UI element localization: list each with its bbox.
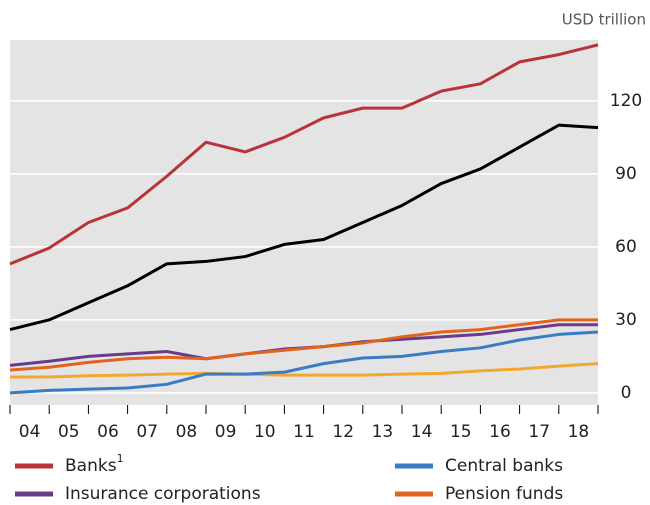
x-tick-label: 06 [97, 422, 119, 442]
x-tick-label: 08 [176, 422, 198, 442]
series-line [9, 330, 599, 395]
x-tick-label: 14 [411, 422, 433, 442]
x-tick-label: 09 [215, 422, 237, 442]
series-line [9, 43, 599, 266]
x-tick-label: 12 [332, 422, 354, 442]
legend-name: Pension funds [445, 484, 563, 504]
legend-label: Insurance corporations [65, 484, 261, 504]
y-tick-label: 30 [615, 310, 637, 330]
unit-label: USD trillion [562, 11, 646, 29]
series-line [9, 123, 599, 332]
y-tick-label: 120 [610, 91, 642, 111]
legend-footnote: 1 [117, 452, 124, 465]
legend-item: Central banks [395, 456, 563, 476]
legend-item: Banks1 [15, 452, 124, 476]
x-tick-label: 16 [489, 422, 511, 442]
y-tick-label: 60 [615, 237, 637, 257]
legend-label: Banks1 [65, 452, 124, 476]
legend-name: Central banks [445, 456, 563, 476]
x-tick-label: 10 [254, 422, 276, 442]
legend-label: Central banks [445, 456, 563, 476]
x-tick-label: 07 [136, 422, 158, 442]
legend-label: Pension funds [445, 484, 563, 504]
y-tick-label: 0 [621, 383, 632, 403]
series-line [10, 362, 599, 379]
plot-background [10, 40, 598, 405]
x-tick-label: 04 [19, 422, 41, 442]
x-tick-label: 11 [293, 422, 315, 442]
x-tick-label: 15 [450, 422, 472, 442]
x-tick-label: 13 [372, 422, 394, 442]
x-tick-label: 17 [528, 422, 550, 442]
series-line [9, 318, 598, 372]
legend-item: Pension funds [395, 484, 563, 504]
x-tick-label: 18 [568, 422, 590, 442]
x-tick-label: 05 [58, 422, 80, 442]
legend-item: Insurance corporations [15, 484, 261, 504]
legend-name: Insurance corporations [65, 484, 261, 504]
legend-name: Banks [65, 456, 117, 476]
y-tick-label: 90 [615, 164, 637, 184]
